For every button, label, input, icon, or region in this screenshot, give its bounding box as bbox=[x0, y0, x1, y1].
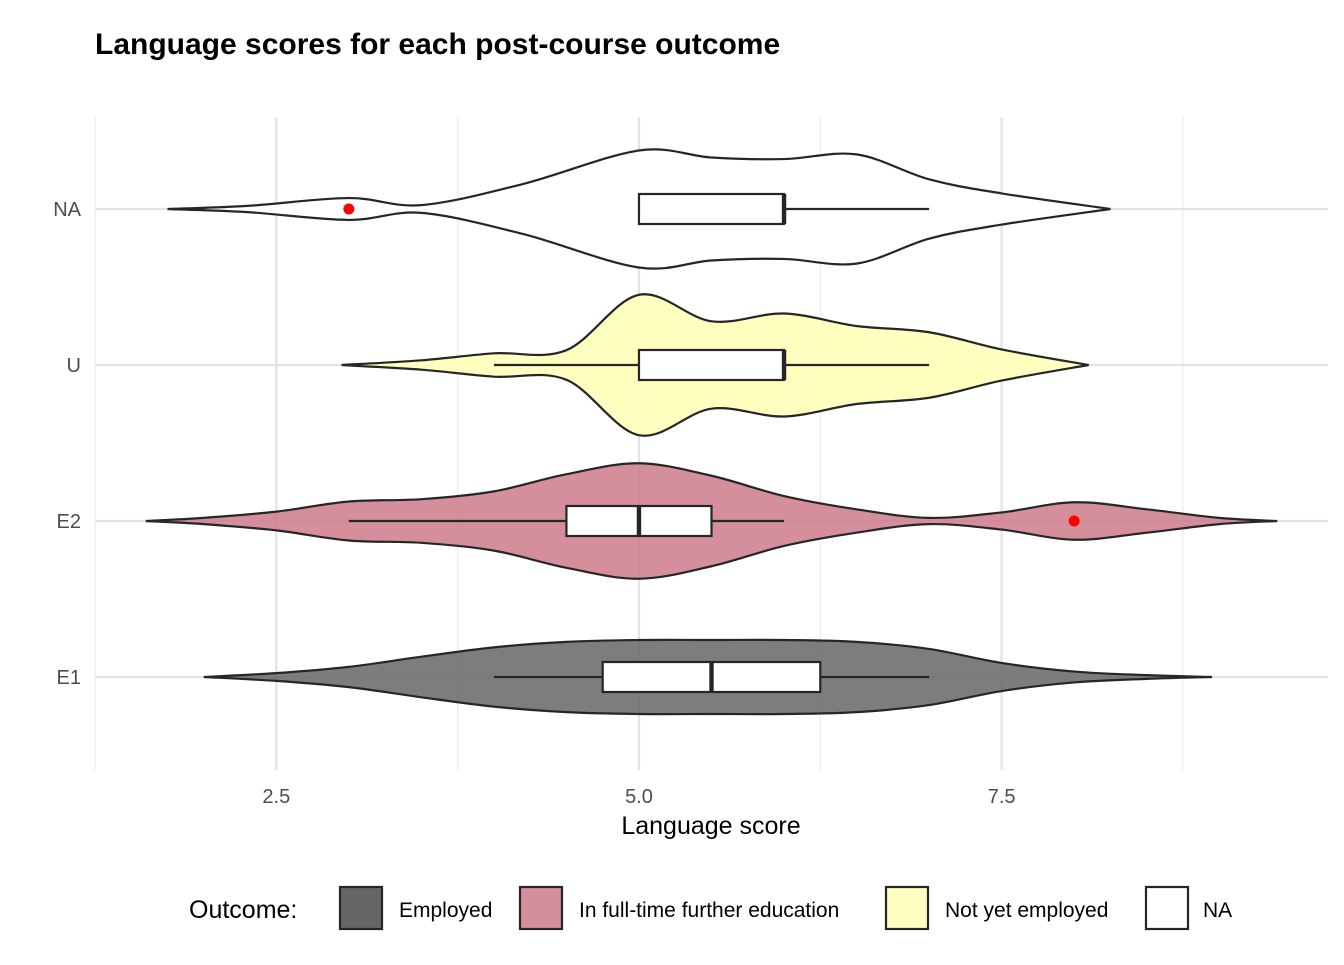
legend-title: Outcome: bbox=[189, 896, 297, 924]
legend-swatch bbox=[338, 885, 384, 931]
legend: Outcome: Employed In full-time further ed… bbox=[189, 885, 1232, 931]
legend-label: Not yet employed bbox=[945, 899, 1108, 922]
box bbox=[637, 348, 786, 382]
x-tick-label: 7.5 bbox=[988, 786, 1016, 808]
legend-label: NA bbox=[1203, 899, 1232, 922]
x-axis: 2.5 5.0 7.5 bbox=[262, 786, 1015, 808]
violin-group-e1 bbox=[203, 638, 1212, 716]
y-tick-label: E2 bbox=[57, 511, 81, 533]
legend-swatch bbox=[518, 885, 564, 931]
legend-swatch bbox=[1144, 885, 1190, 931]
x-axis-title: Language score bbox=[621, 812, 800, 840]
chart-title: Language scores for each post-course out… bbox=[95, 28, 780, 61]
y-tick-label: E1 bbox=[57, 667, 81, 689]
legend-label: Employed bbox=[399, 899, 492, 922]
violin-group-u bbox=[341, 293, 1089, 437]
violin-group-na bbox=[167, 148, 1111, 270]
legend-label: In full-time further education bbox=[579, 899, 839, 922]
x-tick-label: 2.5 bbox=[262, 786, 290, 808]
y-tick-label: NA bbox=[53, 199, 81, 221]
x-tick-label: 5.0 bbox=[625, 786, 653, 808]
violins bbox=[145, 148, 1278, 716]
outlier-point bbox=[1068, 515, 1080, 527]
outlier-point bbox=[343, 203, 355, 215]
y-axis: E1 E2 U NA bbox=[53, 199, 81, 689]
legend-swatch bbox=[884, 885, 930, 931]
y-tick-label: U bbox=[67, 355, 81, 377]
box bbox=[637, 192, 786, 226]
violin-group-e2 bbox=[145, 462, 1278, 580]
